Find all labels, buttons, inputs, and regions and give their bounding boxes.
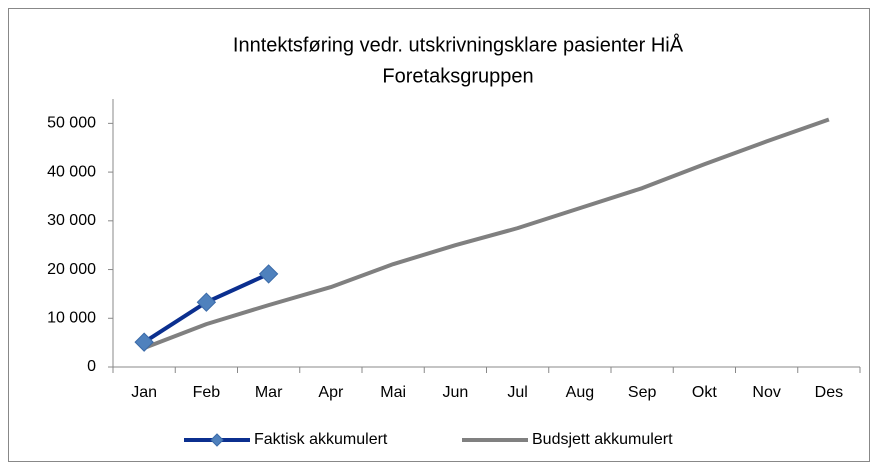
marker — [134, 332, 154, 352]
x-tick-label: Jul — [507, 384, 527, 401]
x-tick-label: Feb — [193, 384, 221, 401]
y-tick-label: 10 000 — [47, 309, 96, 326]
x-tick-label: Jan — [131, 384, 157, 401]
x-tick-label: Aug — [566, 384, 594, 401]
marker — [196, 292, 217, 312]
x-tick-label: Apr — [318, 384, 344, 401]
marker — [258, 264, 279, 284]
x-tick-label: Jun — [442, 384, 468, 401]
chart-title: Inntektsføring vedr. utskrivningsklare p… — [233, 33, 684, 56]
legend-marker — [210, 433, 224, 447]
legend-label: Budsjett akkumulert — [532, 431, 673, 448]
x-tick-label: Mai — [380, 384, 406, 401]
x-tick-label: Nov — [752, 384, 780, 401]
x-tick-label: Des — [815, 384, 843, 401]
chart-title: Foretaksgruppen — [382, 65, 533, 87]
x-tick-label: Mar — [255, 384, 283, 401]
x-tick-label: Okt — [692, 384, 717, 401]
x-tick-label: Sep — [628, 384, 657, 401]
y-tick-label: 0 — [87, 358, 96, 375]
chart-frame — [8, 8, 870, 462]
y-tick-label: 30 000 — [47, 212, 96, 229]
y-tick-label: 50 000 — [47, 115, 96, 132]
legend-label: Faktisk akkumulert — [254, 431, 388, 448]
y-tick-label: 40 000 — [47, 163, 96, 180]
y-tick-label: 20 000 — [47, 261, 96, 278]
series-line — [143, 117, 830, 350]
